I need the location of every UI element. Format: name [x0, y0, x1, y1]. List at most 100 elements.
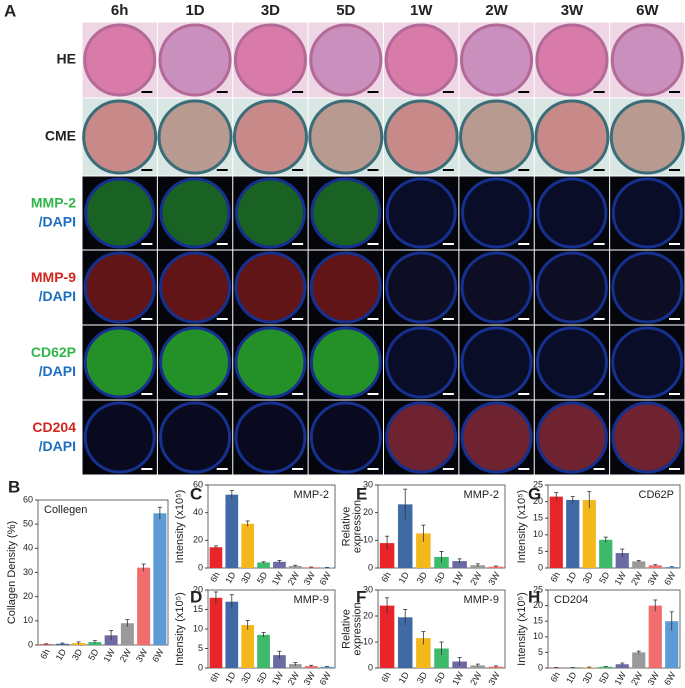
x-tick-label: 6W — [150, 647, 166, 664]
y-tick-label: 25 — [533, 479, 543, 489]
y-tick-label: 0 — [198, 562, 203, 572]
bar — [632, 652, 646, 668]
bar — [416, 533, 431, 568]
y-tick-label: 5 — [538, 546, 543, 556]
x-tick-label: 3D — [581, 670, 596, 685]
tissue — [460, 401, 533, 474]
y-tick-label: 25 — [533, 584, 543, 594]
row-label: CD204 — [32, 419, 76, 435]
x-tick-label: 1W — [613, 670, 629, 687]
y-tick-label: 10 — [23, 615, 33, 625]
bar — [257, 562, 270, 568]
x-tick-label: 5D — [255, 570, 270, 585]
tissue — [535, 326, 608, 399]
x-tick-label: 1W — [450, 670, 466, 687]
y-tick-label: 20 — [363, 507, 373, 517]
row-stain: /DAPI — [39, 214, 76, 230]
tissue — [310, 177, 382, 249]
x-tick-label: 3D — [415, 570, 430, 585]
y-tick-label: 0 — [198, 662, 203, 672]
tissue — [308, 99, 384, 175]
column-label: 5D — [336, 2, 355, 19]
x-tick-label: 1D — [54, 647, 69, 662]
y-tick-label: 0 — [28, 639, 33, 649]
bar — [257, 634, 270, 668]
tissue — [385, 326, 458, 399]
bar — [120, 623, 134, 645]
bar — [397, 617, 413, 668]
y-tick-label: 20 — [363, 610, 373, 620]
x-tick-label: 5D — [86, 647, 101, 662]
column-label: 3D — [261, 2, 280, 19]
row-label: MMP-9 — [31, 269, 76, 285]
bar — [137, 567, 151, 645]
y-tick-label: 5 — [538, 647, 543, 657]
tissue — [159, 401, 232, 474]
y-axis-label: Intensity (x10⁵) — [516, 490, 528, 564]
bar — [320, 666, 334, 668]
annotation: MMP-2 — [294, 489, 329, 501]
bar — [153, 513, 167, 645]
column-label: 6h — [111, 2, 129, 19]
bar — [599, 539, 613, 568]
y-tick-label: 30 — [23, 567, 33, 577]
bar — [273, 655, 286, 668]
y-axis-label: Relative — [340, 609, 352, 649]
x-tick-label: 6h — [548, 670, 562, 684]
bar — [665, 621, 679, 668]
bar — [241, 523, 255, 568]
row-stain: /DAPI — [39, 288, 76, 304]
bar — [582, 499, 596, 568]
tissue — [611, 177, 683, 249]
row-stain: /DAPI — [39, 363, 76, 379]
bar — [209, 547, 223, 568]
y-axis-label: Intensity (x10⁵) — [174, 490, 186, 564]
y-tick-label: 40 — [193, 507, 203, 517]
tissue — [460, 23, 534, 97]
bar — [488, 566, 504, 568]
column-label: 3W — [561, 2, 584, 19]
y-tick-label: 5 — [198, 643, 203, 653]
panel-label: A — [4, 1, 16, 20]
x-tick-label: 3D — [239, 670, 254, 685]
column-label: 1W — [410, 2, 433, 19]
tissue — [383, 99, 459, 175]
y-tick-label: 20 — [533, 496, 543, 506]
x-tick-label: 3W — [302, 570, 318, 587]
tissue — [460, 251, 533, 324]
x-tick-label: 6h — [379, 570, 393, 584]
panel-label: C — [190, 484, 202, 503]
y-tick-label: 10 — [363, 535, 373, 545]
x-tick-label: 3D — [70, 647, 85, 662]
y-tick-label: 20 — [533, 600, 543, 610]
bar — [566, 499, 580, 568]
annotation: CD62P — [639, 489, 674, 501]
tissue — [309, 326, 382, 399]
bar — [225, 494, 239, 568]
tissue — [157, 99, 233, 175]
y-tick-label: 50 — [23, 519, 33, 529]
panel-label: F — [356, 587, 366, 606]
tissue — [234, 251, 307, 324]
x-tick-label: 1D — [223, 670, 238, 685]
tissue — [611, 401, 684, 474]
panel-label: H — [528, 587, 540, 606]
x-tick-label: 3W — [486, 570, 502, 587]
tissue — [83, 251, 156, 324]
bar — [304, 666, 318, 668]
bar — [304, 567, 318, 568]
x-tick-label: 2W — [468, 670, 484, 687]
x-tick-label: 3W — [486, 670, 502, 687]
y-tick-label: 60 — [193, 479, 203, 489]
tissue — [611, 251, 684, 324]
bar — [379, 543, 395, 568]
column-label: 1D — [185, 2, 204, 19]
row-label: CD62P — [31, 344, 76, 360]
column-label: 2W — [485, 2, 508, 19]
y-axis-label: Intensity (x10⁵) — [174, 592, 186, 666]
annotation: MMP-9 — [464, 594, 499, 606]
tissue — [461, 177, 533, 249]
x-tick-label: 1D — [397, 570, 412, 585]
axes-frame — [207, 484, 336, 569]
